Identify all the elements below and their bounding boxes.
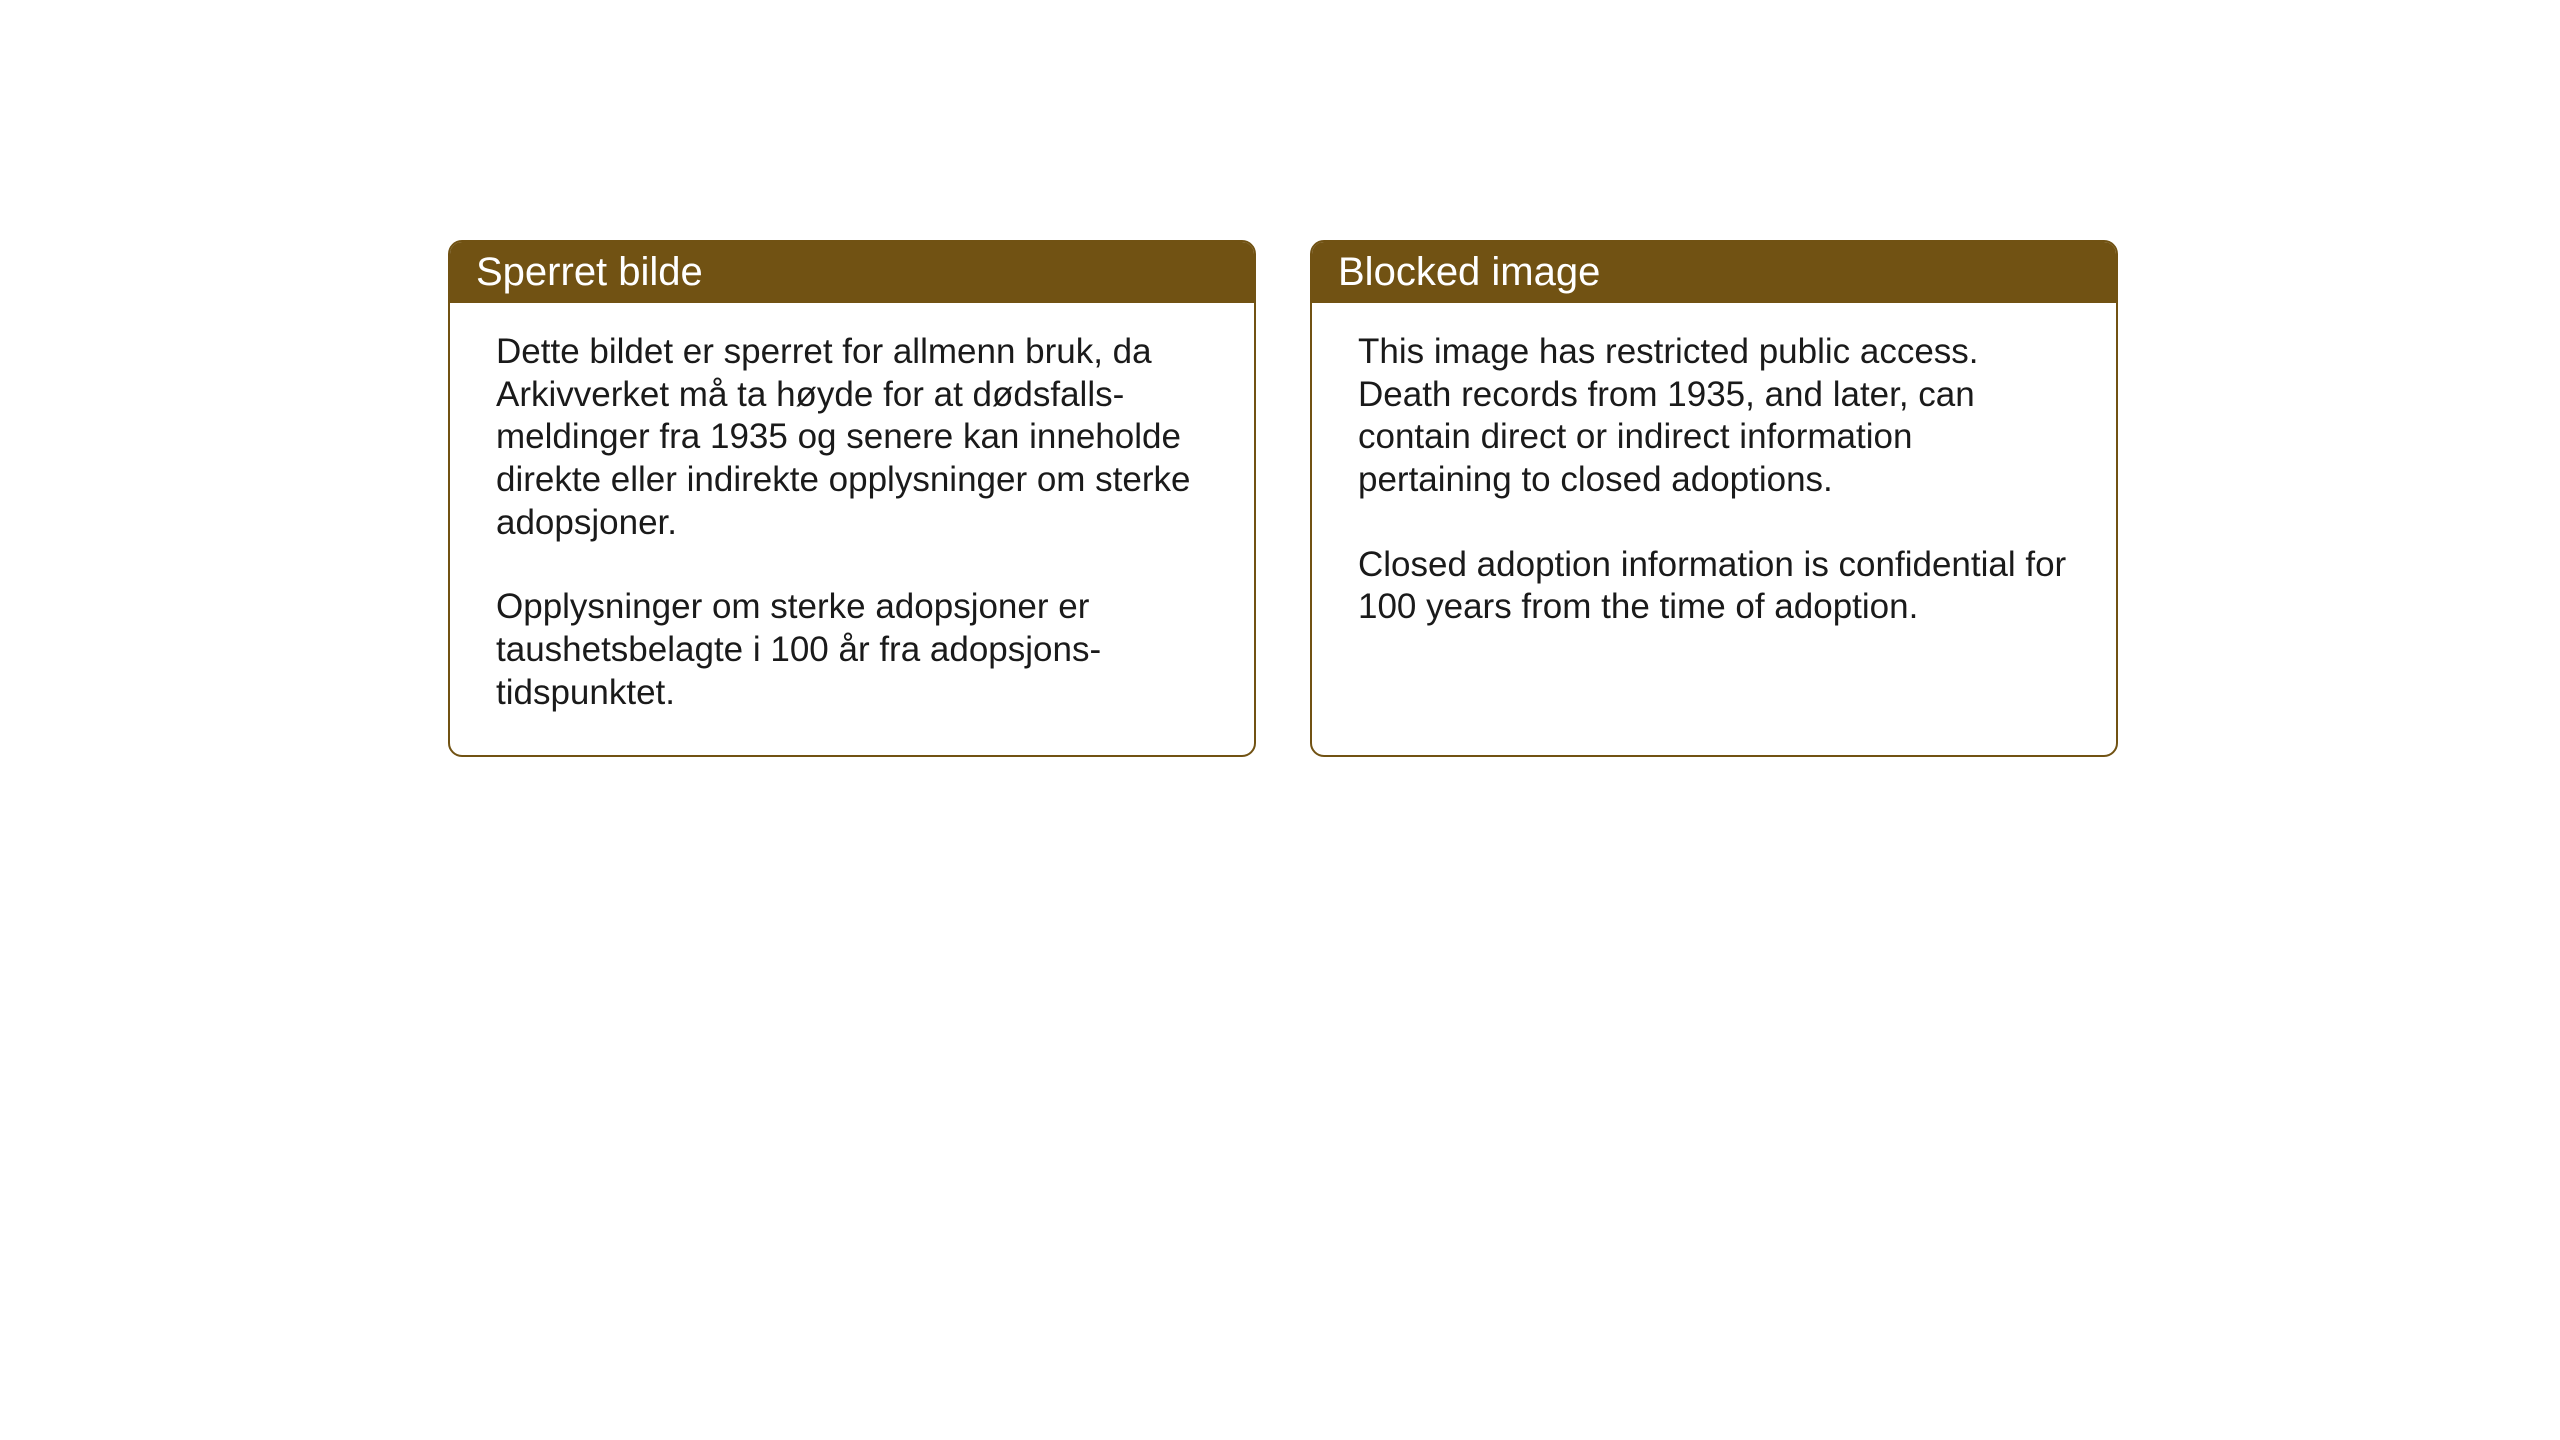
card-body-norwegian: Dette bildet er sperret for allmenn bruk… xyxy=(450,303,1254,755)
card-paragraph-2-english: Closed adoption information is confident… xyxy=(1358,544,2070,629)
card-paragraph-1-norwegian: Dette bildet er sperret for allmenn bruk… xyxy=(496,331,1208,544)
card-header-english: Blocked image xyxy=(1312,242,2116,303)
notice-container: Sperret bilde Dette bildet er sperret fo… xyxy=(448,240,2118,757)
card-header-norwegian: Sperret bilde xyxy=(450,242,1254,303)
card-body-english: This image has restricted public access.… xyxy=(1312,303,2116,743)
notice-card-english: Blocked image This image has restricted … xyxy=(1310,240,2118,757)
card-paragraph-1-english: This image has restricted public access.… xyxy=(1358,331,2070,502)
notice-card-norwegian: Sperret bilde Dette bildet er sperret fo… xyxy=(448,240,1256,757)
card-paragraph-2-norwegian: Opplysninger om sterke adopsjoner er tau… xyxy=(496,586,1208,714)
